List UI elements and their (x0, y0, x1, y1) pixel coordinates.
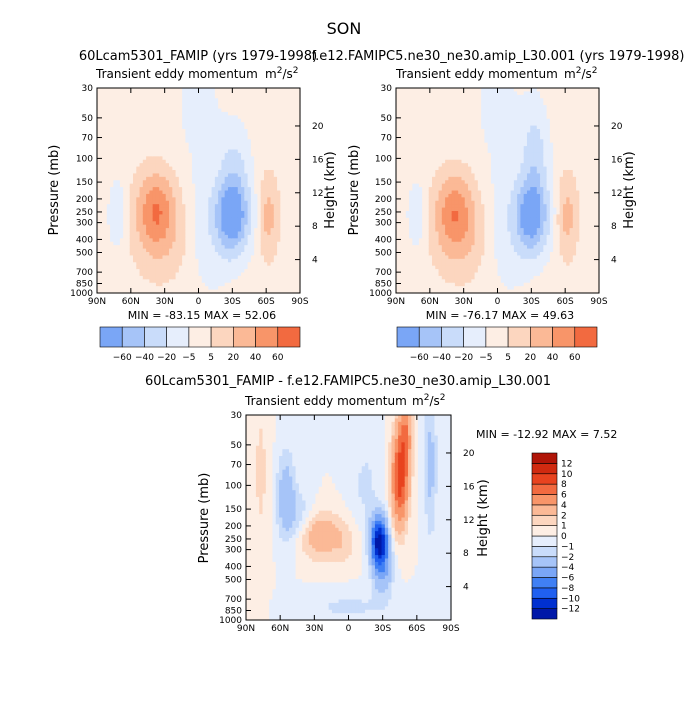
y-tick-label: 100 (76, 154, 93, 164)
panel-1-colorbar: −60−40−20 −5 5 20 40 60 (100, 327, 300, 363)
y2-tick-label: 16 (312, 155, 324, 165)
colorbar-label: −40 (135, 353, 154, 363)
panel-1-stats: MIN = -83.15 MAX = 52.06 (128, 309, 276, 322)
panel-1-units: m2/s2 (265, 66, 298, 81)
y-tick-label: 200 (76, 195, 93, 205)
colorbar-label: −5 (182, 353, 195, 363)
colorbar-swatch (233, 327, 255, 347)
colorbar-label: −20 (157, 353, 176, 363)
colorbar-swatch (211, 327, 233, 347)
colorbar-swatch (122, 327, 144, 347)
panel-2-plot: 305070100150200250300400500700850100090N… (369, 84, 623, 307)
colorbar-label: 5 (208, 353, 214, 363)
panel-2-title: f.e12.FAMIPC5.ne30_ne30.amip_L30.001 (yr… (312, 49, 685, 64)
y-tick-label: 30 (82, 84, 94, 94)
colorbar-label: 40 (250, 353, 262, 363)
x-tick-label: 60N (122, 297, 140, 307)
y-tick-label: 50 (82, 114, 94, 124)
panel-1-ylabel: Pressure (mb) (47, 145, 62, 236)
y2-tick-label: 8 (312, 222, 318, 232)
x-tick-label: 60S (258, 297, 275, 307)
colorbar-label: 60 (272, 353, 284, 363)
panel-1: 60Lcam5301_FAMIP (yrs 1979-1998) Transie… (47, 49, 338, 363)
x-tick-label: 90S (291, 297, 308, 307)
x-tick-label: 0 (196, 297, 202, 307)
panel-2: f.e12.FAMIPC5.ne30_ne30.amip_L30.001 (yr… (312, 49, 685, 363)
colorbar-swatch (278, 327, 300, 347)
panel-1-plot: 305070100150200250300400500700850100090N… (70, 84, 324, 307)
y2-tick-label: 12 (312, 189, 323, 199)
x-tick-label: 30N (156, 297, 174, 307)
panel-1-title: 60Lcam5301_FAMIP (yrs 1979-1998) (79, 49, 317, 64)
panel-1-subtitle: Transient eddy momentum (95, 67, 258, 81)
colorbar-swatch (100, 327, 122, 347)
y-tick-label: 500 (76, 248, 93, 258)
y-tick-label: 70 (82, 134, 94, 144)
colorbar-label: −60 (113, 353, 132, 363)
y-tick-label: 250 (76, 208, 93, 218)
y2-tick-label: 4 (312, 256, 318, 266)
colorbar-swatch (144, 327, 166, 347)
y-tick-label: 400 (76, 235, 93, 245)
y-tick-label: 700 (76, 268, 93, 278)
colorbar-swatch (256, 327, 278, 347)
colorbar-swatch (167, 327, 189, 347)
panel-2-subtitle: Transient eddy momentum (395, 67, 558, 81)
x-tick-label: 90N (88, 297, 106, 307)
y-tick-label: 300 (76, 219, 93, 229)
colorbar-swatch (189, 327, 211, 347)
figure-title: SON (327, 19, 362, 38)
colorbar-label: 20 (228, 353, 240, 363)
panel-2-units: m2/s2 (564, 66, 597, 81)
y-tick-label: 850 (76, 279, 93, 289)
x-tick-label: 30S (224, 297, 241, 307)
y2-tick-label: 20 (312, 122, 324, 132)
y-tick-label: 150 (76, 178, 93, 188)
panel-1-y2label: Height (km) (323, 151, 338, 228)
